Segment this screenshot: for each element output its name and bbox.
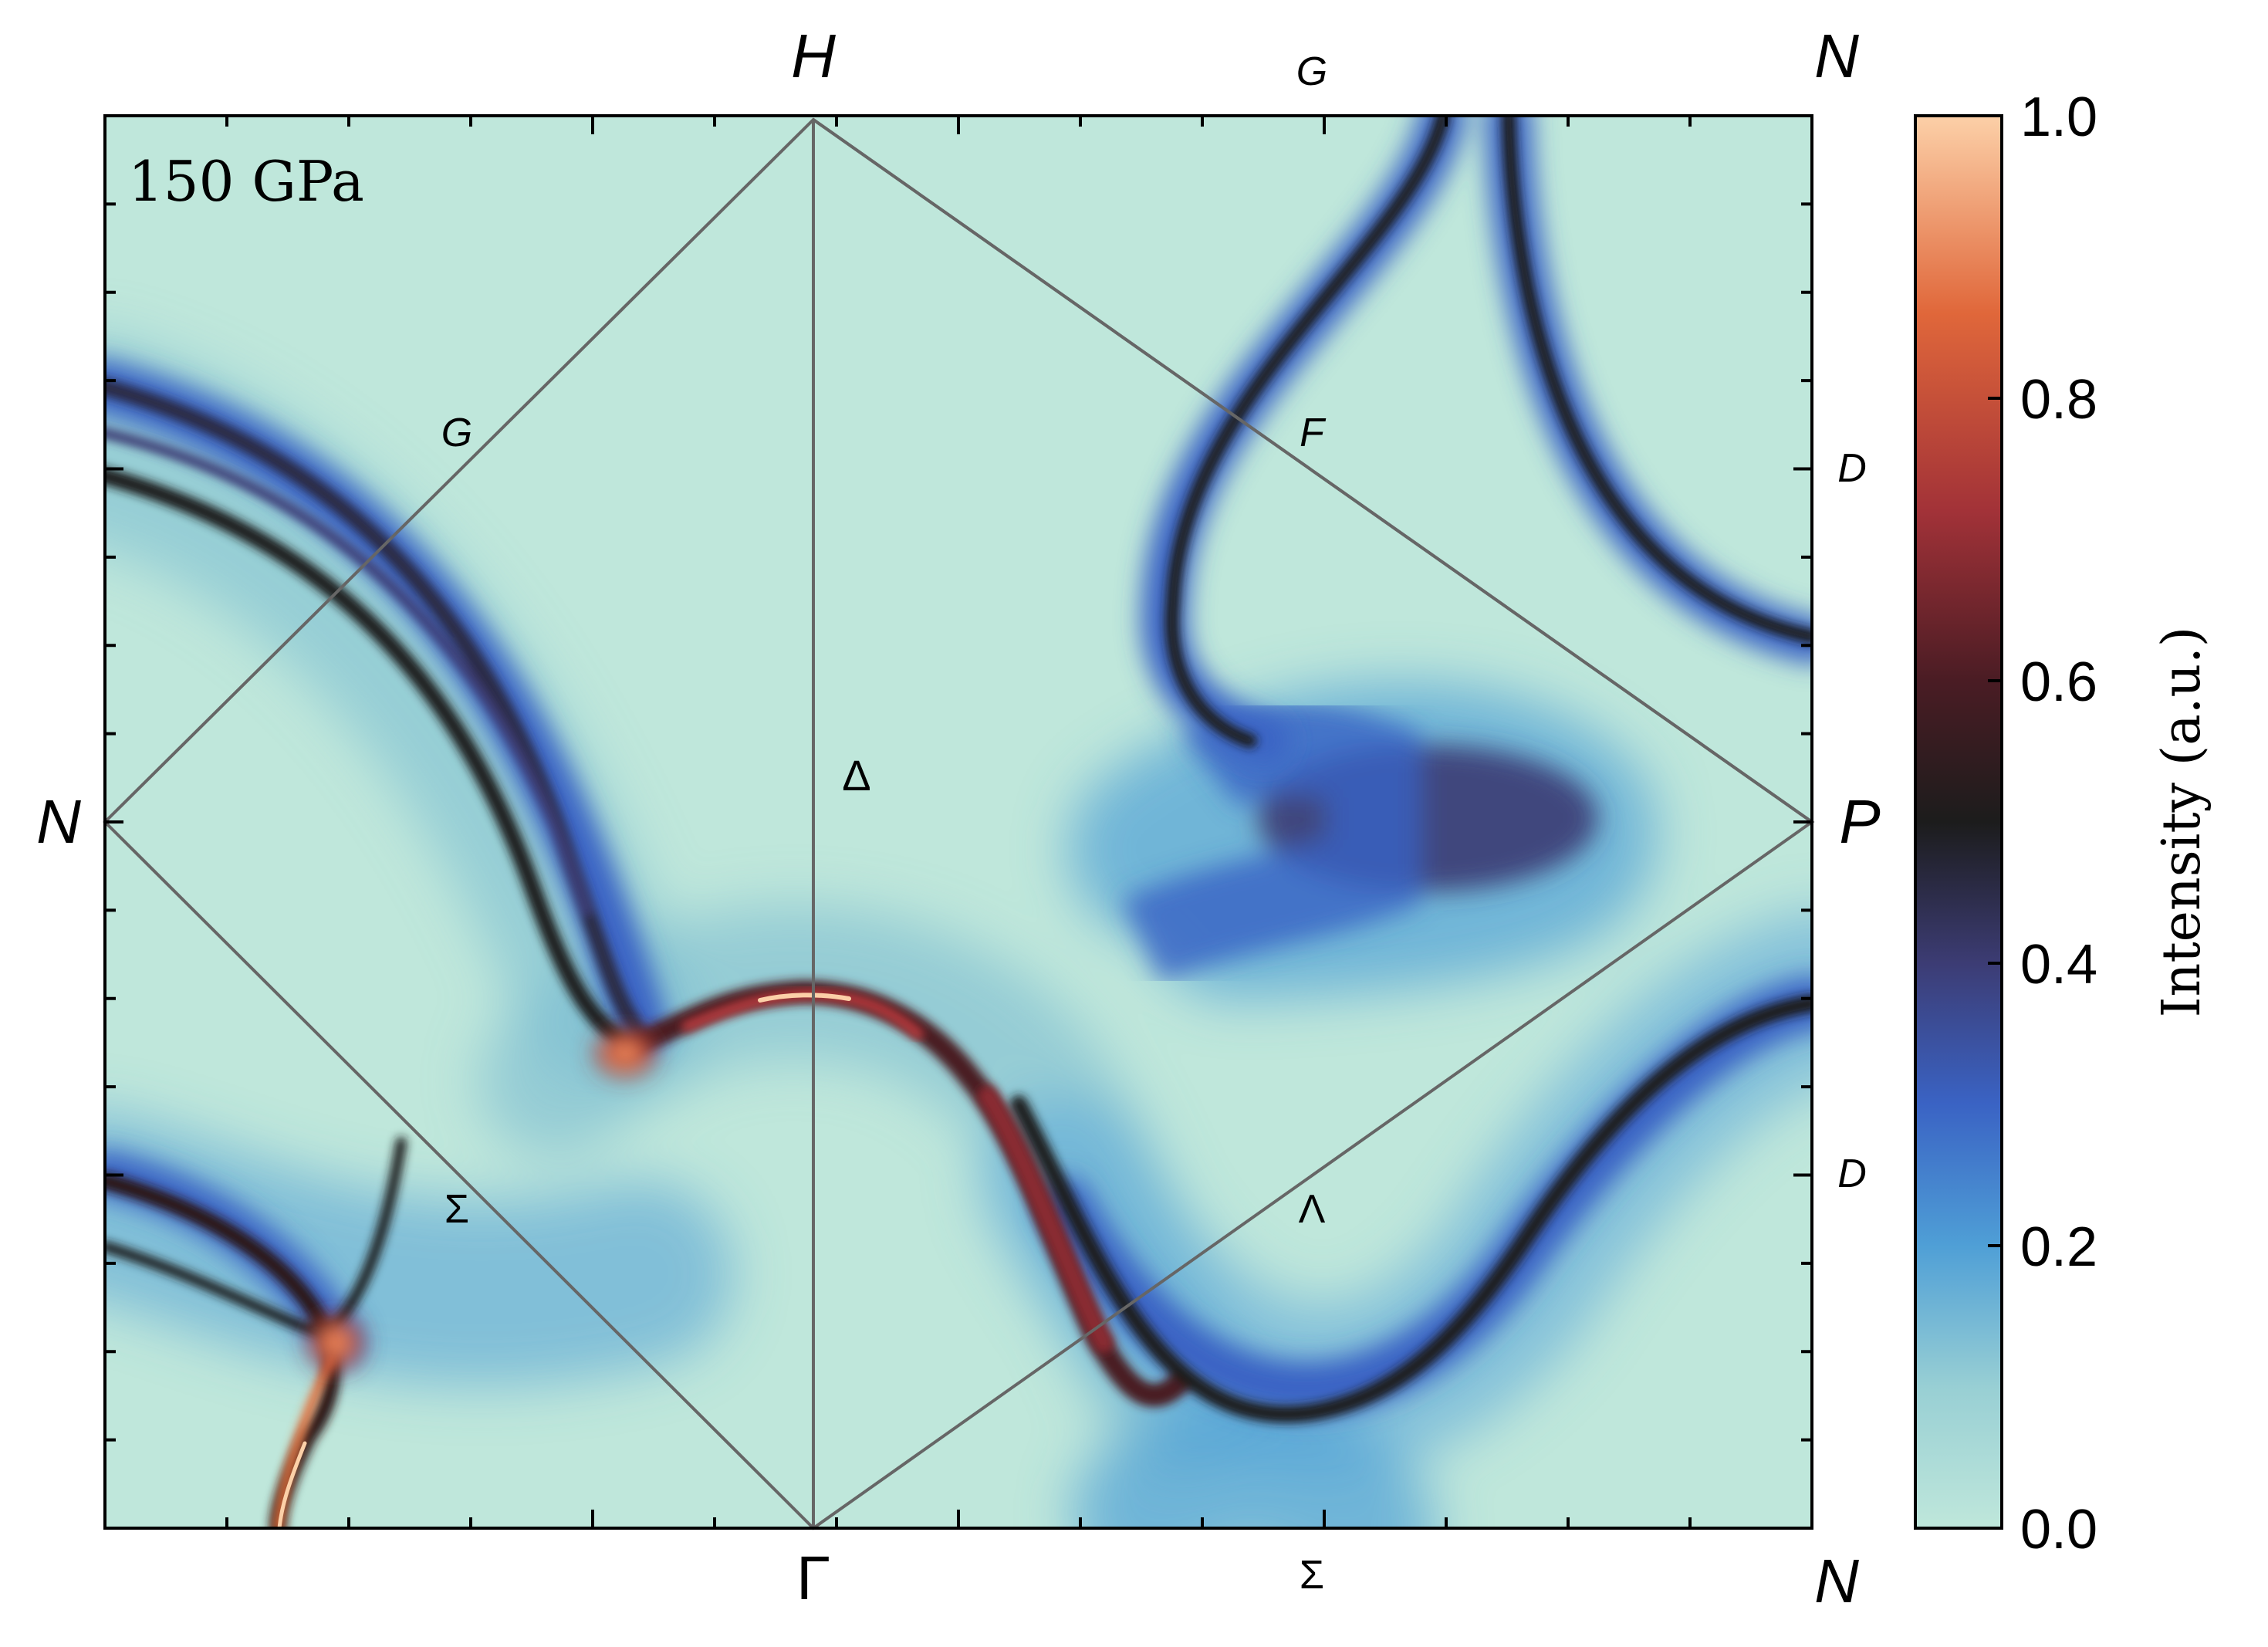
ridge-lower-left: [273, 1354, 336, 1528]
hotspot-layer: [305, 1026, 660, 1374]
colorbar-gradient: [1914, 114, 2003, 1530]
core-outer-arc: [105, 378, 649, 1043]
colorbar-label: Intensity (a.u.): [2151, 627, 2212, 1018]
colorbar-tick-label: 1.0: [2020, 86, 2097, 148]
point-label-gamma: Γ: [796, 1544, 830, 1612]
colorbar-tick-label: 0.0: [2020, 1499, 2097, 1561]
path-label-delta: Δ: [842, 751, 870, 800]
colorbar-tick-label: 0.8: [2020, 369, 2097, 431]
halo-bottom-pocket: [1073, 1397, 1435, 1528]
point-label-p: P: [1839, 787, 1880, 856]
core-valley: [1010, 995, 1812, 1423]
annotations: 150 GPa H G N N P Γ N G F Δ Σ Λ Σ D D: [36, 22, 1881, 1615]
point-label-h: H: [791, 22, 836, 90]
axes-frame: [103, 114, 1813, 1530]
ridge-central-arch-peak: [758, 993, 851, 1003]
ridge-valley-red: [978, 1086, 1114, 1353]
halo-lower-left: [105, 1113, 733, 1386]
point-label-bottom-right-n: N: [1814, 1547, 1859, 1615]
tick-marks: [105, 116, 1812, 1528]
path-label-upper-left-g: G: [441, 411, 472, 455]
colorbar: 0.0 0.2 0.4 0.6 0.8 1.0 Intensity (a.u.): [1914, 86, 2212, 1561]
path-label-bottom-sigma: Σ: [1300, 1553, 1324, 1598]
hotspot-lower-left: [305, 1312, 367, 1374]
point-label-top-right-n: N: [1814, 22, 1859, 90]
colorbar-tick-label: 0.6: [2020, 651, 2097, 713]
hot-ridge-layer: [273, 988, 1114, 1528]
point-label-left-n: N: [36, 787, 81, 856]
path-label-f: F: [1300, 411, 1327, 455]
path-label-top-g: G: [1296, 49, 1327, 94]
line-h-p: [812, 118, 1813, 824]
heatmap-area: [105, 116, 1812, 1528]
core-far-right: [1502, 116, 1812, 644]
colorbar-ticks: 0.0 0.2 0.4 0.6 0.8 1.0: [1988, 86, 2097, 1561]
path-label-right-d-upper: D: [1837, 446, 1867, 491]
path-label-left-sigma: Σ: [444, 1187, 469, 1232]
hotspot-left-saddle: [590, 1026, 660, 1081]
core-upper-right: [1164, 116, 1450, 748]
colorbar-tick-label: 0.2: [2020, 1216, 2097, 1278]
ridge-lower-left-bright: [277, 1441, 307, 1528]
core-lower-left-b: [105, 1241, 330, 1341]
core-inner-arc-2: [105, 428, 592, 916]
path-label-lambda: Λ: [1299, 1187, 1326, 1232]
band-core-layer: [105, 116, 1812, 1528]
path-label-right-d-lower: D: [1837, 1152, 1867, 1196]
core-inner-arc-1: [105, 467, 634, 1050]
colorbar-tick-label: 0.4: [2020, 934, 2097, 996]
panel-label: 150 GPa: [128, 149, 364, 214]
